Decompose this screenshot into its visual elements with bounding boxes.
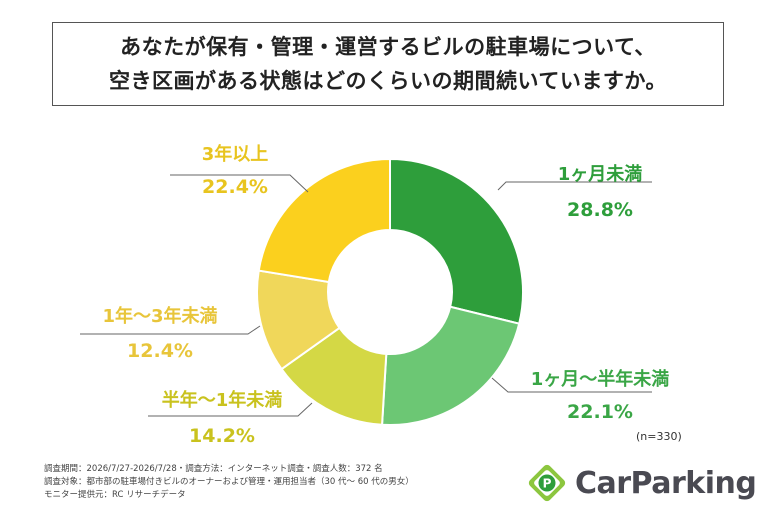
logo-letter: P bbox=[543, 477, 552, 491]
leader-line bbox=[497, 181, 652, 191]
leader-line bbox=[80, 325, 261, 335]
title-line-1: あなたが保有・管理・運営するビルの駐車場について、 bbox=[120, 35, 656, 59]
slice-value-label: 28.8% bbox=[567, 199, 633, 221]
slice-label: 1年〜3年未満 bbox=[102, 305, 217, 327]
slice-value-label: 14.2% bbox=[189, 425, 255, 447]
slice-label: 3年以上 bbox=[202, 143, 269, 165]
donut-slice bbox=[257, 157, 391, 284]
title-box: あなたが保有・管理・運営するビルの駐車場について、 空き区画がある状態はどのくら… bbox=[52, 22, 724, 106]
leader-line bbox=[148, 402, 313, 417]
slice-label: 半年〜1年未満 bbox=[162, 389, 283, 411]
carparking-logo-icon: P bbox=[528, 464, 566, 502]
leader-line bbox=[170, 174, 309, 193]
slice-label: 1ヶ月〜半年未満 bbox=[531, 368, 670, 390]
donut-slice bbox=[381, 305, 521, 426]
sample-size-label: (n=330) bbox=[636, 430, 682, 443]
slice-label: 1ヶ月未満 bbox=[558, 163, 643, 185]
survey-note-period: 調査期間：2026/7/27-2026/7/28・調査方法：インターネット調査・… bbox=[44, 464, 383, 474]
survey-note-target: 調査対象：都市部の駐車場付きビルのオーナーおよび管理・運用担当者（30 代～ 6… bbox=[44, 477, 414, 487]
logo-text: CarParking bbox=[575, 465, 757, 501]
carparking-logo: P CarParking bbox=[527, 463, 757, 503]
slice-value-label: 12.4% bbox=[127, 340, 193, 362]
slice-value-label: 22.4% bbox=[202, 176, 268, 198]
title-line-2: 空き区画がある状態はどのくらいの期間続いていますか。 bbox=[109, 69, 667, 93]
survey-note-provider: モニター提供元：RC リサーチデータ bbox=[44, 490, 186, 500]
slice-value-label: 22.1% bbox=[567, 401, 633, 423]
leader-line bbox=[491, 377, 652, 393]
donut-slice bbox=[389, 157, 524, 325]
